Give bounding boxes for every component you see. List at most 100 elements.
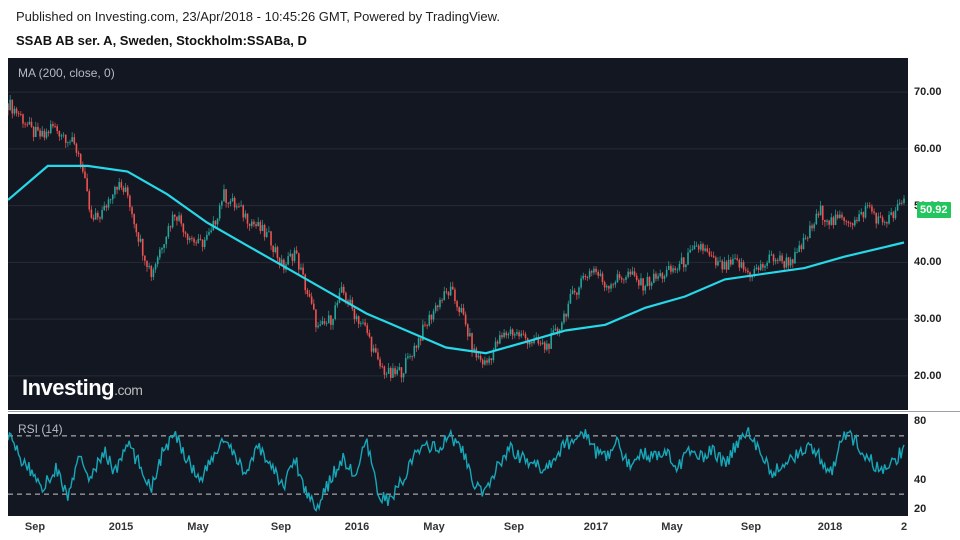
price-candle: [156, 257, 159, 265]
price-candle: [41, 130, 44, 137]
price-candle: [764, 265, 766, 268]
price-candle: [84, 171, 86, 179]
price-candle: [394, 368, 396, 375]
price-candle: [856, 219, 858, 222]
price-candle: [396, 369, 398, 375]
price-candle: [625, 277, 627, 280]
price-candle: [618, 274, 621, 278]
price-candle: [439, 300, 441, 308]
price-pane[interactable]: MA (200, close, 0) Investing.com: [8, 58, 908, 410]
price-candle: [866, 205, 869, 207]
price-candle: [488, 358, 490, 363]
price-candle: [511, 329, 514, 336]
price-candle: [169, 226, 172, 228]
price-candle: [430, 314, 433, 320]
price-candle: [879, 216, 882, 218]
price-candle: [287, 256, 289, 265]
price-candle: [629, 271, 632, 275]
price-candle: [69, 141, 71, 143]
price-candle: [702, 244, 704, 251]
price-candle: [578, 287, 580, 295]
price-candle: [246, 213, 249, 224]
price-candle: [584, 275, 587, 278]
price-candle: [695, 245, 698, 247]
time-tick-label: Sep: [270, 521, 292, 533]
price-candle: [126, 187, 129, 196]
price-candle: [99, 217, 101, 219]
price-candle: [443, 291, 446, 301]
price-candle: [265, 232, 268, 237]
price-candle: [667, 265, 670, 270]
price-candle: [8, 103, 9, 111]
price-candle: [15, 108, 18, 114]
price-candle: [375, 348, 377, 353]
price-candle: [291, 253, 294, 261]
price-candle: [742, 262, 745, 270]
price-candle: [20, 114, 22, 116]
price-candle: [871, 206, 873, 212]
price-candle: [135, 224, 138, 233]
time-tick-label: 2016: [344, 521, 370, 533]
price-candle: [685, 264, 687, 268]
price-candle: [755, 267, 758, 269]
price-tick-label: 60.00: [914, 142, 942, 155]
price-candle: [28, 121, 31, 125]
price-candle: [90, 209, 93, 218]
price-candle: [120, 182, 123, 188]
price-candle: [105, 205, 108, 208]
price-candle: [308, 293, 311, 297]
price-candle: [240, 205, 242, 207]
price-candle: [533, 338, 535, 344]
price-candle: [514, 334, 516, 336]
price-candle: [631, 271, 634, 275]
time-tick-label: Sep: [740, 521, 762, 533]
price-candle: [280, 259, 283, 265]
price-candle: [777, 259, 779, 261]
price-candle: [800, 245, 803, 250]
pane-separator-line: [8, 411, 960, 412]
price-candle: [798, 245, 801, 253]
price-candle: [528, 342, 531, 345]
price-candle: [330, 315, 332, 325]
price-candle: [144, 255, 146, 261]
price-candle: [772, 254, 775, 262]
price-candle: [471, 333, 473, 353]
rsi-pane[interactable]: RSI (14): [8, 414, 908, 516]
price-candle: [729, 259, 732, 265]
price-candle: [851, 223, 854, 226]
rsi-y-axis[interactable]: 80 40 20: [908, 414, 960, 516]
price-candle: [372, 348, 375, 352]
price-candle: [229, 201, 232, 204]
price-candle: [655, 273, 657, 279]
price-candle: [214, 220, 217, 225]
price-candle: [719, 260, 721, 262]
price-candle: [736, 258, 739, 260]
price-candle: [623, 279, 625, 281]
price-candle: [364, 322, 366, 326]
price-candle: [118, 182, 120, 190]
price-candle: [218, 205, 221, 219]
price-candle: [543, 342, 546, 350]
price-candle: [554, 328, 557, 331]
price-candle: [193, 238, 195, 243]
price-candle: [148, 266, 150, 268]
price-candle: [516, 332, 518, 335]
price-candle: [368, 332, 371, 337]
price-candle: [45, 131, 48, 138]
rsi-tick-label: 80: [914, 415, 927, 428]
price-candle: [603, 281, 606, 288]
price-candle: [64, 134, 67, 143]
price-candle: [896, 204, 899, 211]
price-candle: [610, 284, 612, 289]
price-candle: [345, 292, 347, 301]
price-candle: [898, 202, 901, 205]
price-candle: [503, 332, 505, 338]
price-candle: [832, 217, 835, 225]
price-candle: [712, 256, 715, 258]
price-candle: [860, 212, 863, 215]
price-candle: [670, 265, 672, 272]
pane-separator[interactable]: [8, 410, 960, 414]
price-candle: [903, 198, 905, 204]
price-candle: [248, 223, 251, 226]
